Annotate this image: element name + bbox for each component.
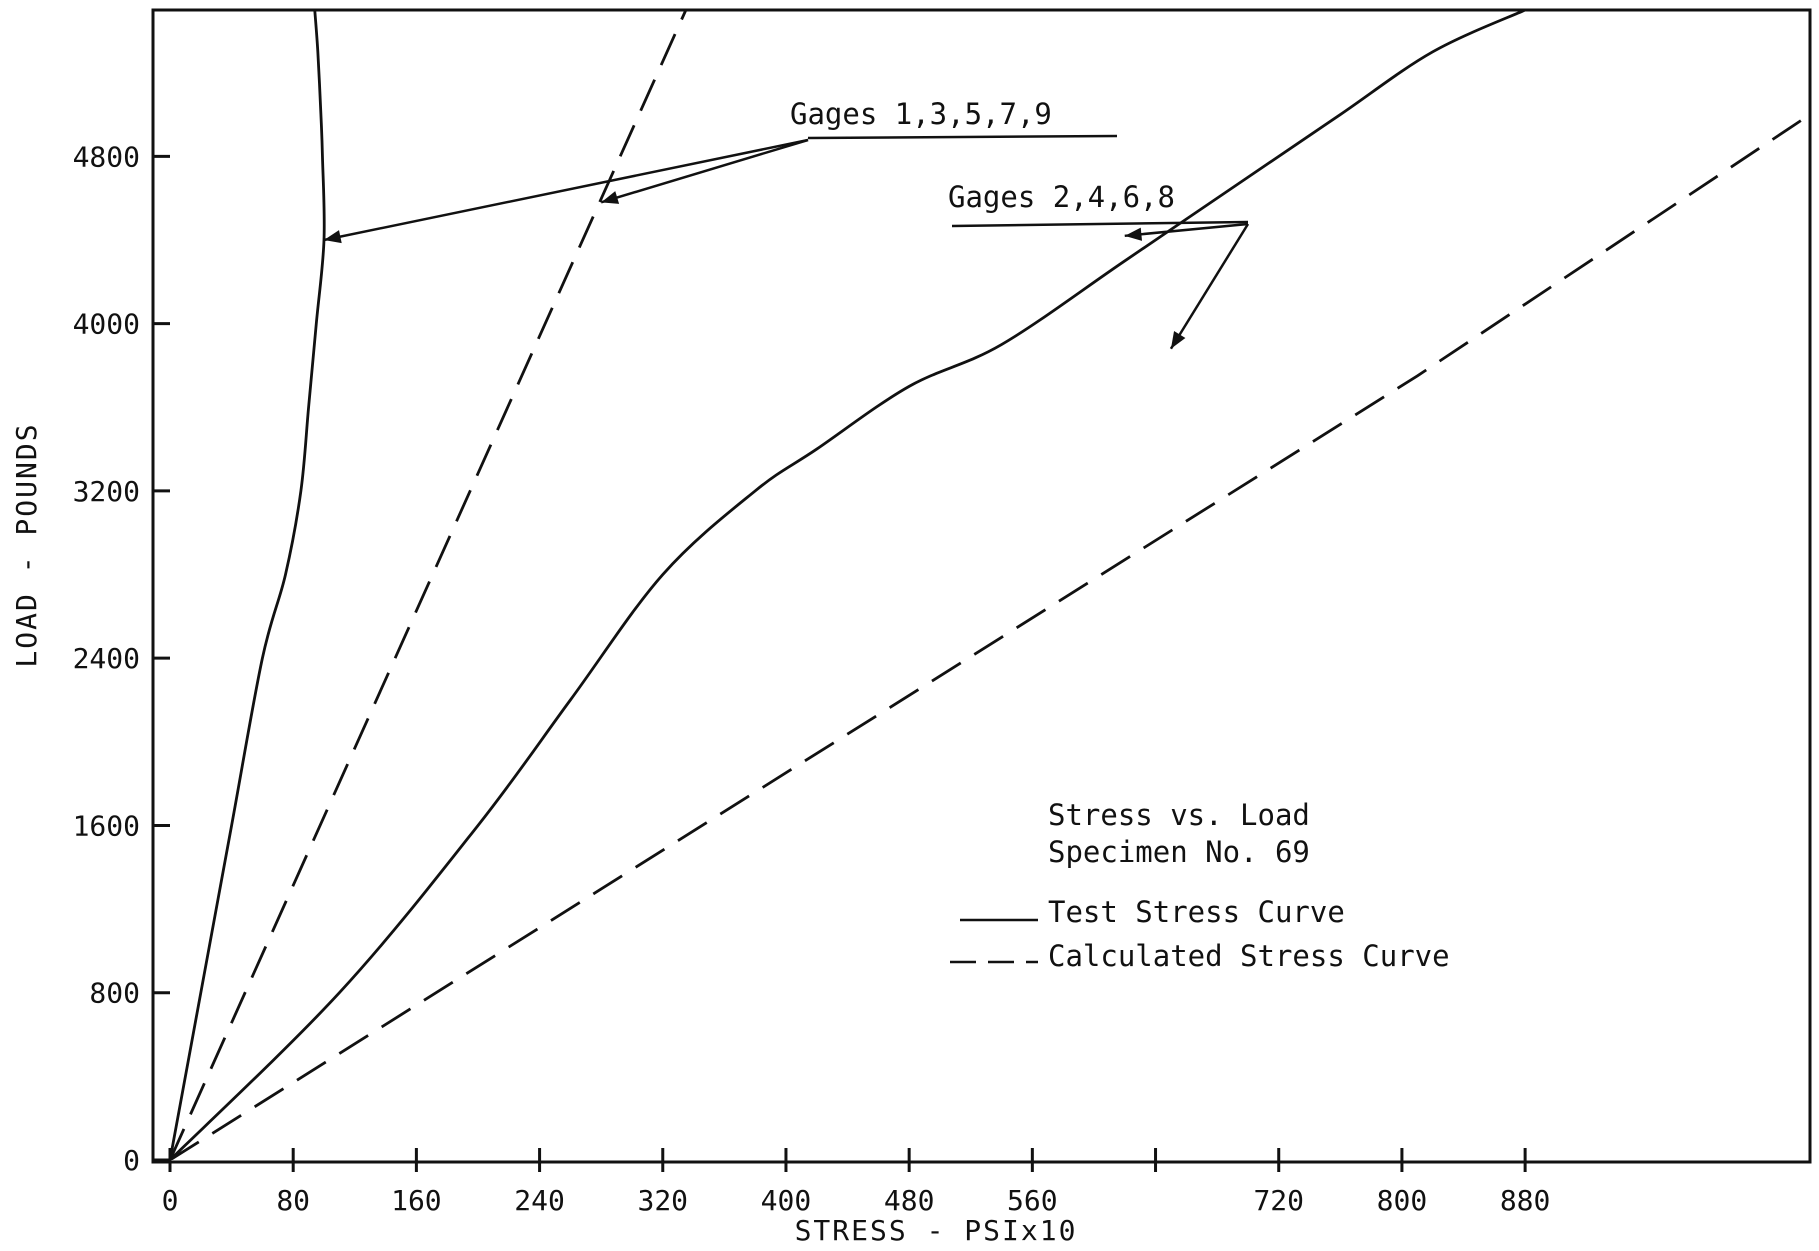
annotation-gages-even-leader-solid bbox=[1124, 222, 1249, 238]
axis-ticks: 0 80 160 240 320 400 480 560 720 800 880 0 800 1600 24… bbox=[73, 140, 1551, 1217]
x-tick-label: 880 bbox=[1500, 1184, 1551, 1217]
x-axis-title: STRESS - PSIx10 bbox=[795, 1214, 1078, 1247]
y-axis-title: LOAD - POUNDS bbox=[10, 422, 43, 667]
y-tick-label: 4000 bbox=[73, 308, 140, 341]
y-tick-label: 1600 bbox=[73, 809, 140, 842]
plot-border bbox=[151, 8, 1812, 1164]
x-tick-label: 560 bbox=[1007, 1184, 1058, 1217]
y-tick-label: 3200 bbox=[73, 475, 140, 508]
annotation-gages-even-underline bbox=[951, 220, 1249, 228]
annotation-gages-odd-leader-solid-head bbox=[323, 230, 342, 244]
y-tick-label: 0 bbox=[123, 1144, 140, 1177]
legend: Stress vs. Load Specimen No. 69 Test Str… bbox=[950, 798, 1450, 973]
annotation-gages-even-leader-dashed-head bbox=[1170, 330, 1186, 349]
x-tick-label: 0 bbox=[162, 1184, 179, 1217]
x-tick-label: 80 bbox=[276, 1184, 310, 1217]
y-tick-label: 800 bbox=[89, 977, 140, 1010]
x-tick-label: 320 bbox=[637, 1184, 688, 1217]
legend-title-line-1: Stress vs. Load bbox=[1048, 798, 1310, 832]
plot-frame bbox=[151, 8, 1812, 1164]
y-tick-label: 2400 bbox=[73, 642, 140, 675]
annotation-gages-odd-underline bbox=[807, 134, 1118, 140]
x-tick-label: 720 bbox=[1253, 1184, 1304, 1217]
series-lines bbox=[170, 10, 1810, 1160]
x-tick-label: 800 bbox=[1377, 1184, 1428, 1217]
x-tick-label: 480 bbox=[884, 1184, 935, 1217]
x-tick-label: 160 bbox=[391, 1184, 442, 1217]
series-line-gages-2-4-6-8-dashed bbox=[170, 113, 1810, 1160]
annotation-gages-odd-leader-dashed bbox=[600, 138, 809, 204]
annotation-gages-odd: Gages 1,3,5,7,9 bbox=[790, 97, 1052, 131]
annotation-gages-odd-leader-dashed-head bbox=[601, 191, 620, 204]
series-line-gages-2-4-6-8-solid bbox=[170, 10, 1526, 1160]
series-line-gages-1-3-5-7-9-solid bbox=[170, 10, 326, 1160]
legend-title-line-2: Specimen No. 69 bbox=[1048, 835, 1310, 869]
x-tick-label: 400 bbox=[761, 1184, 812, 1217]
y-tick-label: 4800 bbox=[73, 140, 140, 173]
annotation-gages-even-leader-dashed bbox=[1169, 223, 1250, 350]
legend-label-calculated: Calculated Stress Curve bbox=[1048, 939, 1450, 973]
series-line-gages-1-3-5-7-9-dashed bbox=[170, 10, 688, 1160]
x-tick-label: 240 bbox=[514, 1184, 565, 1217]
legend-label-test: Test Stress Curve bbox=[1048, 895, 1345, 929]
annotation-gages-even-leader-solid-head bbox=[1124, 227, 1143, 241]
annotation-gages-odd-leader-solid bbox=[323, 138, 809, 242]
annotations bbox=[323, 134, 1250, 350]
annotation-gages-even: Gages 2,4,6,8 bbox=[948, 180, 1175, 214]
